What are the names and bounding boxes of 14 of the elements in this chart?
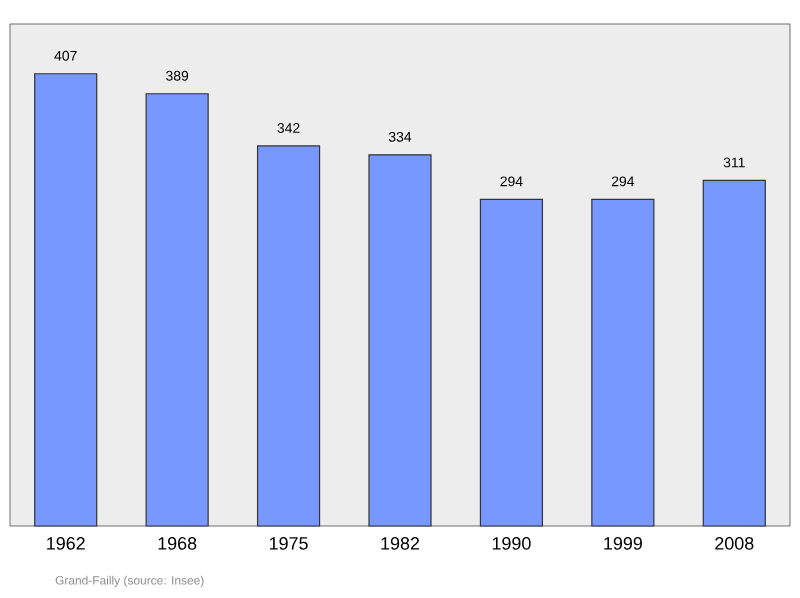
x-tick-label: 1962 <box>47 537 85 550</box>
bar <box>591 198 655 527</box>
bar <box>702 179 766 527</box>
bar <box>368 154 432 527</box>
x-tick-label: 2008 <box>715 537 754 550</box>
x-tick-label: 1990 <box>492 537 531 550</box>
x-tick-label: 1982 <box>381 537 420 550</box>
bar <box>256 145 321 527</box>
x-tick-label: 1975 <box>270 537 308 550</box>
x-tick-label: 1968 <box>158 537 197 550</box>
bar <box>34 73 98 527</box>
bar <box>479 198 544 527</box>
x-tick-label: 1999 <box>604 537 642 550</box>
bar <box>145 93 209 527</box>
